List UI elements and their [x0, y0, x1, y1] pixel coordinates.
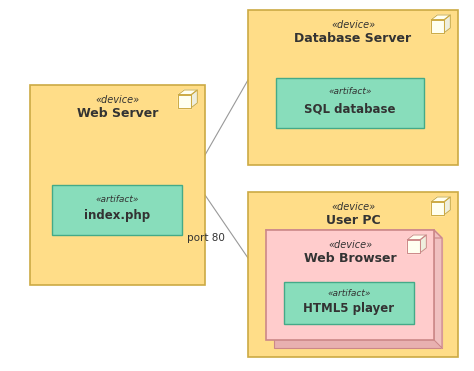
FancyBboxPatch shape: [30, 85, 205, 285]
Text: «device»: «device»: [331, 202, 375, 212]
Polygon shape: [179, 95, 191, 108]
Text: «artifact»: «artifact»: [328, 88, 372, 96]
Text: port 80: port 80: [187, 233, 225, 243]
Text: HTML5 player: HTML5 player: [303, 302, 394, 315]
Polygon shape: [431, 20, 445, 33]
Text: «device»: «device»: [95, 95, 139, 105]
FancyBboxPatch shape: [266, 230, 434, 340]
Text: «artifact»: «artifact»: [328, 289, 371, 298]
Polygon shape: [445, 15, 450, 33]
Polygon shape: [266, 230, 442, 238]
Polygon shape: [431, 201, 445, 214]
FancyBboxPatch shape: [52, 185, 182, 235]
Polygon shape: [179, 90, 197, 95]
Text: User PC: User PC: [326, 214, 380, 227]
FancyBboxPatch shape: [274, 238, 442, 348]
FancyBboxPatch shape: [284, 282, 414, 324]
Text: Web Server: Web Server: [77, 107, 158, 120]
Polygon shape: [408, 240, 420, 253]
Polygon shape: [408, 235, 426, 240]
Text: Web Browser: Web Browser: [304, 252, 396, 265]
Text: Database Server: Database Server: [294, 32, 411, 45]
Text: «artifact»: «artifact»: [95, 194, 139, 204]
FancyBboxPatch shape: [276, 78, 424, 128]
Polygon shape: [434, 230, 442, 348]
Text: «device»: «device»: [331, 20, 375, 30]
FancyBboxPatch shape: [248, 10, 458, 165]
Text: index.php: index.php: [84, 210, 150, 223]
Polygon shape: [420, 235, 426, 253]
Polygon shape: [191, 90, 197, 108]
Text: SQL database: SQL database: [304, 102, 396, 115]
Polygon shape: [445, 197, 450, 214]
FancyBboxPatch shape: [248, 192, 458, 357]
Polygon shape: [431, 197, 450, 201]
Text: «device»: «device»: [328, 240, 372, 250]
Polygon shape: [431, 15, 450, 20]
